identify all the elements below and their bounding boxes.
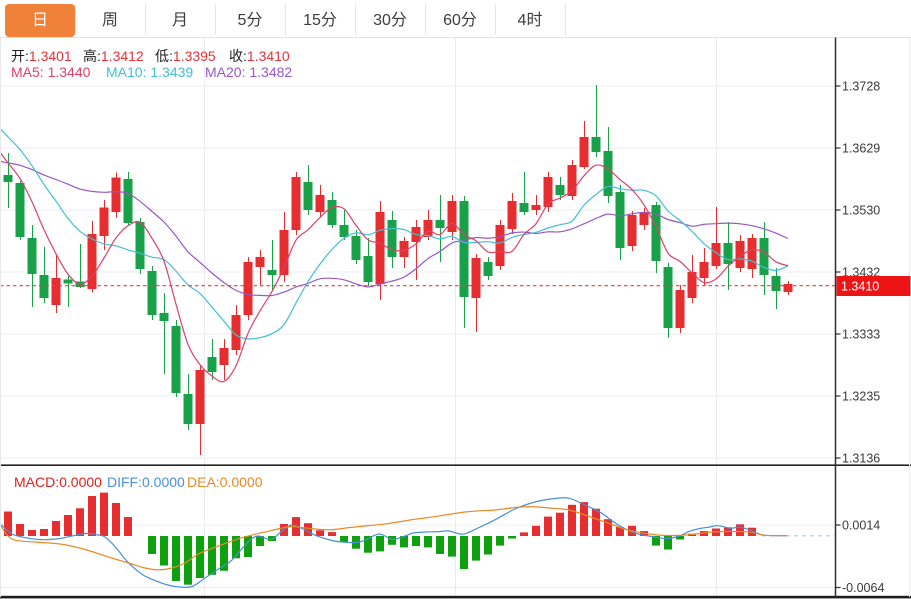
svg-text:0.0014: 0.0014: [842, 519, 880, 533]
svg-text:-0.0064: -0.0064: [842, 581, 884, 595]
svg-text:1.3235: 1.3235: [842, 390, 880, 404]
svg-text:1.3136: 1.3136: [842, 452, 880, 466]
svg-text:1.3410: 1.3410: [841, 280, 879, 294]
svg-text:1.3728: 1.3728: [842, 80, 880, 94]
svg-text:1.3629: 1.3629: [842, 142, 880, 156]
svg-text:1.3530: 1.3530: [842, 204, 880, 218]
svg-text:1.3333: 1.3333: [842, 328, 880, 342]
